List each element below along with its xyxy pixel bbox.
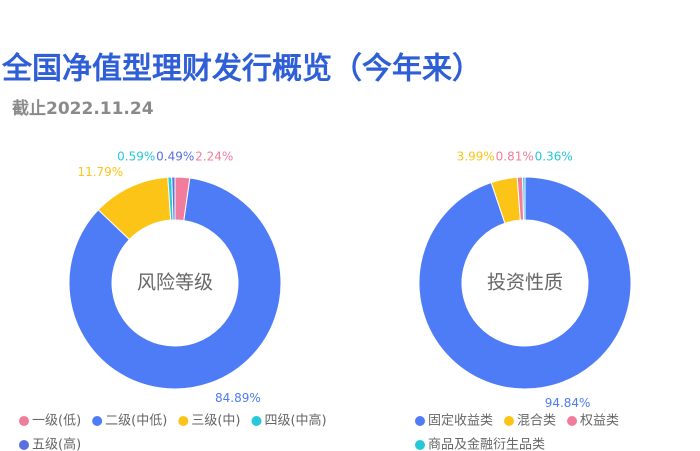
donut-slice — [522, 176, 526, 221]
legend-swatch — [567, 416, 578, 426]
slice-label: 0.36% — [535, 150, 573, 164]
legend-swatch — [415, 416, 425, 426]
donut-slice — [68, 177, 282, 390]
legend-label: 四级(中高) — [264, 413, 326, 429]
legend-label: 权益类 — [580, 413, 619, 429]
legend-swatch — [92, 416, 103, 426]
legend-swatch — [19, 440, 29, 450]
legend-swatch — [251, 416, 262, 426]
slice-label: 94.84% — [545, 396, 591, 410]
donut-center-label: 投资性质 — [487, 272, 563, 294]
legend-swatch — [178, 416, 189, 426]
legend-label: 五级(高) — [32, 437, 81, 451]
legend-swatch — [415, 440, 425, 450]
slice-label: 0.59% — [117, 150, 155, 164]
legend-label: 混合类 — [517, 414, 556, 429]
legend-swatch — [19, 416, 29, 426]
slice-label: 84.89% — [215, 391, 261, 405]
donut-slice — [418, 176, 632, 390]
legend-swatch — [504, 416, 515, 426]
slice-label: 11.79% — [77, 165, 123, 179]
legend-label: 三级(中) — [191, 414, 240, 429]
slice-label: 0.81% — [496, 150, 534, 164]
slice-label: 2.24% — [195, 150, 233, 164]
slice-label: 0.49% — [156, 150, 194, 164]
slice-label: 3.99% — [457, 150, 495, 164]
legend-label: 固定收益类 — [428, 414, 493, 429]
page-subtitle: 截止2022.11.24 — [12, 98, 154, 119]
legend-label: 一级(低) — [32, 414, 81, 429]
legend-label: 商品及金融衍生品类 — [428, 437, 545, 451]
legend-label: 二级(中低) — [105, 414, 167, 429]
donut-center-label: 风险等级 — [137, 272, 213, 294]
donut-slice — [171, 176, 176, 221]
page-title: 全国净值型理财发行概览（今年来） — [1, 52, 482, 87]
